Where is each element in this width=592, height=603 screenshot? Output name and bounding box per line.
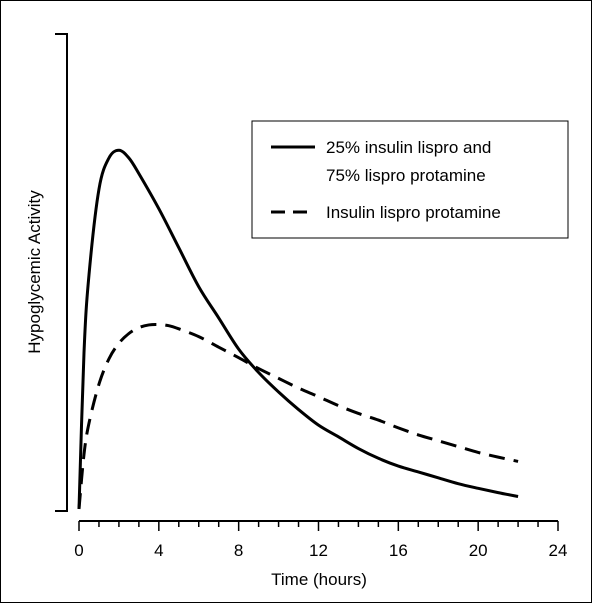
x-tick-label: 4 (154, 541, 163, 560)
series-layer (77, 148, 519, 510)
x-tick-label: 12 (309, 541, 328, 560)
x-tick-label: 8 (234, 541, 243, 560)
y-axis-label: Hypoglycemic Activity (25, 190, 44, 354)
legend: 25% insulin lispro and 75% lispro protam… (251, 120, 569, 239)
legend-label-series-2: Insulin lispro protamine (326, 203, 501, 222)
legend-label-series-1-line-1: 25% insulin lispro and (326, 138, 491, 157)
x-axis-label: Time (hours) (271, 570, 367, 589)
x-tick-label: 20 (469, 541, 488, 560)
series-line-1 (77, 148, 519, 510)
x-tick-label: 16 (389, 541, 408, 560)
y-axis (55, 33, 68, 512)
legend-box (251, 120, 569, 239)
legend-label-series-1-line-2: 75% lispro protamine (326, 166, 486, 185)
x-axis: 0 4 8 12 16 20 24 (74, 520, 568, 560)
x-tick-label: 24 (549, 541, 568, 560)
series-line-2 (77, 322, 519, 510)
x-tick-label: 0 (74, 541, 83, 560)
